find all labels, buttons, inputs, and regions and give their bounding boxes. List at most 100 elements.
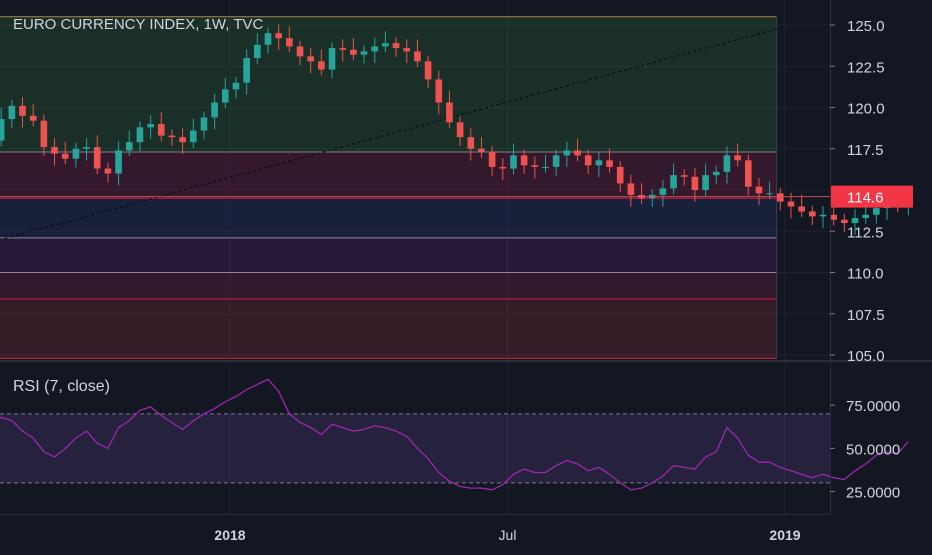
candle-body (264, 33, 272, 45)
candle-body (531, 165, 539, 167)
candle-body (307, 56, 314, 62)
candle-body (179, 137, 186, 143)
candle-body (83, 147, 90, 149)
candle-body (211, 102, 218, 118)
candle-body (93, 147, 101, 169)
candle-body (819, 214, 827, 217)
candle-body (755, 186, 763, 194)
candle-body (286, 38, 293, 47)
last-price-badge (831, 185, 913, 208)
candle-body (392, 43, 400, 49)
candle-body (841, 219, 848, 223)
time-tick-label: 2019 (769, 527, 800, 543)
candle-body (670, 175, 677, 189)
candle-body (125, 142, 133, 151)
rsi-band (0, 413, 830, 483)
chart-title: EURO CURRENCY INDEX, 1W, TVC (13, 16, 263, 33)
price-tick-label: 112.5 (847, 224, 883, 241)
candle-body (467, 137, 475, 149)
candle-body (446, 102, 453, 123)
candle-body (296, 46, 304, 57)
candle-body (189, 130, 197, 143)
price-tick-label: 125.0 (847, 18, 885, 35)
time-tick-label: Jul (499, 527, 517, 543)
last-price-label: 114.6 (847, 190, 883, 207)
candle-body (104, 168, 112, 174)
candle-body (734, 155, 741, 161)
candle-body (552, 155, 560, 167)
candle-body (499, 166, 507, 169)
indicator-label: RSI (7, close) (13, 378, 110, 395)
candle-body (659, 188, 667, 195)
trend-line (0, 26, 786, 241)
candle-body (510, 155, 517, 169)
candle-body (723, 155, 731, 172)
candle-body (0, 119, 5, 141)
fib-zone (0, 198, 777, 238)
candle-body (51, 147, 58, 154)
candle-body (702, 175, 709, 190)
candle-body (61, 153, 69, 159)
candle-body (787, 201, 795, 207)
candle-body (435, 79, 443, 103)
candle-body (157, 124, 165, 136)
rsi-tick-label: 75.0000 (846, 398, 900, 415)
candle-body (809, 211, 816, 217)
candle-body (328, 48, 336, 70)
candle-body (488, 152, 496, 167)
candle-body (168, 135, 176, 138)
fib-zone (0, 16, 777, 153)
candle-body (136, 127, 144, 143)
candle-body (115, 150, 122, 174)
price-tick-label: 105.0 (847, 348, 885, 365)
candle-body (574, 150, 581, 156)
candle-body (862, 214, 869, 219)
candle-body (254, 44, 261, 58)
candle-body (382, 43, 389, 47)
fib-zone (0, 152, 777, 199)
candle-body (371, 46, 379, 52)
candle-body (616, 166, 624, 184)
candle-body (766, 193, 773, 195)
candle-body (478, 148, 485, 153)
candle-body (200, 117, 208, 131)
candle-body (414, 51, 421, 62)
candle-body (830, 214, 837, 220)
candle-body (542, 166, 549, 168)
rsi-tick-label: 25.0000 (846, 485, 900, 502)
candle-body (29, 115, 37, 121)
candle-body (584, 155, 592, 166)
candle-body (40, 120, 48, 148)
candle-body (19, 105, 26, 116)
candle-body (851, 218, 859, 223)
fib-zone (0, 298, 777, 359)
candle-body (456, 122, 464, 138)
price-tick-label: 120.0 (847, 101, 885, 118)
candle-body (595, 160, 603, 166)
candle-body (8, 105, 16, 120)
price-tick-label: 107.5 (847, 307, 885, 324)
rsi-line (0, 378, 909, 491)
price-scale-background (830, 0, 932, 550)
time-tick-label: 2018 (214, 527, 245, 543)
price-tick-label: 117.5 (847, 142, 883, 159)
price-tick-label: 122.5 (847, 59, 885, 76)
candle-body (232, 82, 240, 90)
candle-body (680, 175, 688, 177)
candle-body (627, 183, 635, 195)
candle-body (243, 58, 250, 83)
candle-body (744, 160, 752, 187)
candle-body (873, 208, 880, 215)
candle-body (147, 124, 154, 128)
candle-body (776, 193, 784, 202)
candle-body (606, 160, 613, 167)
candle-body (691, 176, 699, 190)
candle-body (339, 48, 347, 50)
candle-body (318, 61, 325, 70)
price-tick-label: 110.0 (847, 266, 883, 283)
fib-zone (0, 272, 777, 299)
candle-body (520, 155, 528, 166)
fib-zone (0, 237, 777, 273)
